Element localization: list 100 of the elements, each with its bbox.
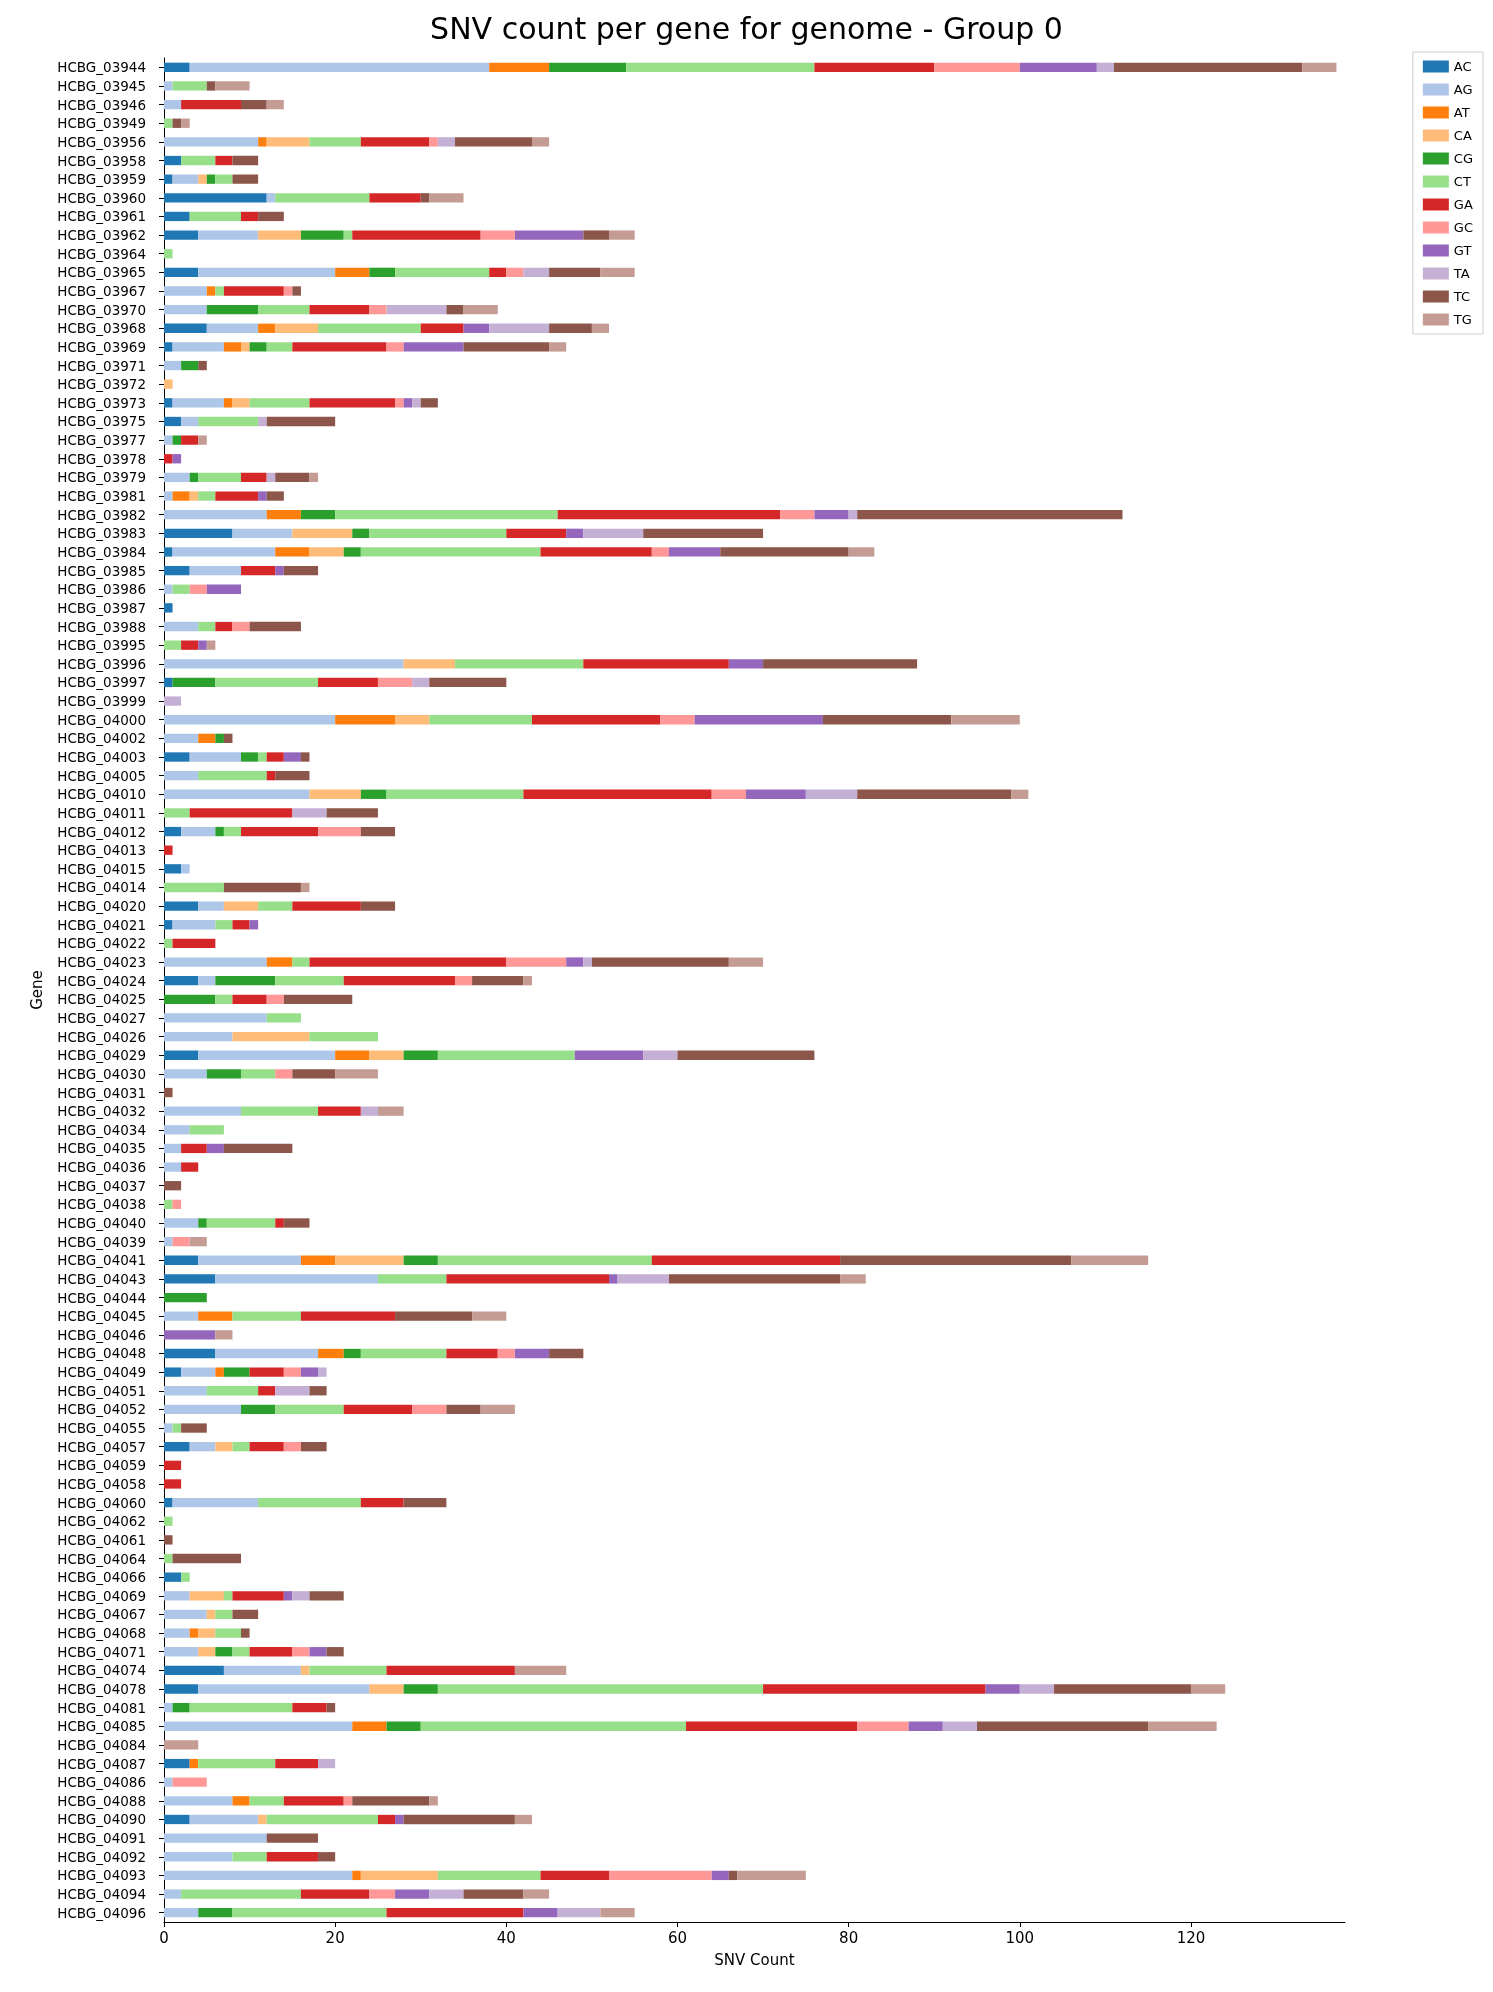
- bar: [942, 1721, 978, 1731]
- y-tick-label: HCBG_04060: [57, 1494, 146, 1511]
- bar: [343, 547, 361, 557]
- bar: [198, 1255, 301, 1265]
- legend-label: AC: [1453, 59, 1472, 74]
- bar: [232, 174, 259, 184]
- bar: [660, 715, 695, 725]
- y-tick-label: HCBG_04066: [57, 1569, 146, 1586]
- bar: [318, 1106, 361, 1116]
- bar: [249, 621, 301, 632]
- bar: [309, 1386, 327, 1396]
- bar: [275, 472, 310, 483]
- bar: [720, 547, 849, 557]
- bar: [164, 976, 199, 986]
- bar: [164, 81, 173, 91]
- bar: [1190, 1684, 1226, 1694]
- bar: [523, 1908, 558, 1918]
- bar: [403, 1814, 515, 1825]
- y-tick-label: HCBG_04048: [57, 1345, 146, 1362]
- y-tick-label: HCBG_03979: [57, 469, 146, 486]
- bar: [266, 1852, 319, 1862]
- bar: [463, 304, 498, 315]
- bar: [164, 342, 173, 352]
- bar: [309, 789, 361, 799]
- bar: [583, 957, 592, 967]
- bar: [223, 1143, 293, 1154]
- bar: [232, 1908, 387, 1918]
- y-tick-label: HCBG_03986: [57, 581, 146, 598]
- bar: [266, 1814, 378, 1825]
- bar: [164, 174, 173, 184]
- bar: [198, 174, 207, 184]
- y-tick-label: HCBG_03981: [57, 488, 146, 505]
- bar: [164, 416, 182, 427]
- bar: [189, 1442, 216, 1452]
- bar: [241, 472, 267, 483]
- bar: [164, 360, 182, 371]
- bar: [292, 901, 361, 911]
- bar: [335, 267, 370, 278]
- y-tick-label: HCBG_04049: [57, 1364, 146, 1381]
- bar: [232, 1591, 284, 1601]
- bar: [181, 435, 199, 445]
- bar: [232, 528, 293, 538]
- bar: [318, 677, 378, 688]
- bar: [694, 715, 823, 725]
- bar: [600, 1908, 635, 1918]
- y-tick-label: HCBG_04059: [57, 1457, 146, 1474]
- bar: [437, 137, 455, 147]
- y-tick-label: HCBG_03982: [57, 506, 146, 523]
- bar: [164, 1833, 267, 1843]
- bar: [164, 1199, 173, 1210]
- bar: [164, 1031, 233, 1042]
- bar: [206, 1143, 224, 1154]
- bar: [164, 1796, 233, 1806]
- bar: [403, 1255, 438, 1265]
- bar: [583, 230, 610, 240]
- bar: [164, 454, 173, 464]
- bar: [189, 1236, 207, 1247]
- bar: [318, 323, 421, 333]
- bar: [249, 1796, 284, 1806]
- bar: [292, 808, 327, 818]
- bar: [429, 137, 438, 147]
- y-tick-label: HCBG_04090: [57, 1811, 146, 1828]
- bar: [309, 547, 344, 557]
- bar: [472, 976, 524, 986]
- bar: [164, 1311, 199, 1321]
- y-tick-label: HCBG_04071: [57, 1643, 146, 1660]
- y-tick-label: HCBG_04021: [57, 916, 146, 933]
- bar: [420, 398, 438, 408]
- bar: [215, 155, 233, 166]
- y-tick-label: HCBG_04022: [57, 935, 146, 952]
- bar: [1019, 1684, 1055, 1694]
- bar: [1011, 789, 1029, 799]
- bar: [232, 1647, 250, 1657]
- bar: [198, 621, 216, 632]
- bar: [275, 1069, 293, 1079]
- bar: [583, 528, 644, 538]
- bar: [164, 435, 173, 445]
- x-tick-label: 40: [496, 1928, 516, 1947]
- bar: [223, 1367, 250, 1377]
- bar: [386, 789, 524, 799]
- bar: [258, 491, 267, 501]
- bar: [164, 677, 173, 688]
- bar: [181, 416, 199, 427]
- bar: [164, 1236, 173, 1247]
- bar: [181, 155, 216, 166]
- bar: [232, 1311, 301, 1321]
- y-tick-label: HCBG_04043: [57, 1270, 146, 1287]
- bar: [506, 957, 567, 967]
- bar: [232, 1796, 250, 1806]
- x-tick-label: 20: [325, 1928, 345, 1947]
- bar: [335, 1255, 404, 1265]
- bar: [164, 938, 173, 949]
- bar: [275, 1386, 310, 1396]
- legend-label: GA: [1453, 197, 1473, 212]
- bar: [249, 342, 267, 352]
- legend-label: CA: [1453, 128, 1472, 143]
- bar: [164, 304, 207, 315]
- bar: [506, 528, 567, 538]
- bar: [446, 1404, 481, 1415]
- y-tick-label: HCBG_04051: [57, 1382, 146, 1399]
